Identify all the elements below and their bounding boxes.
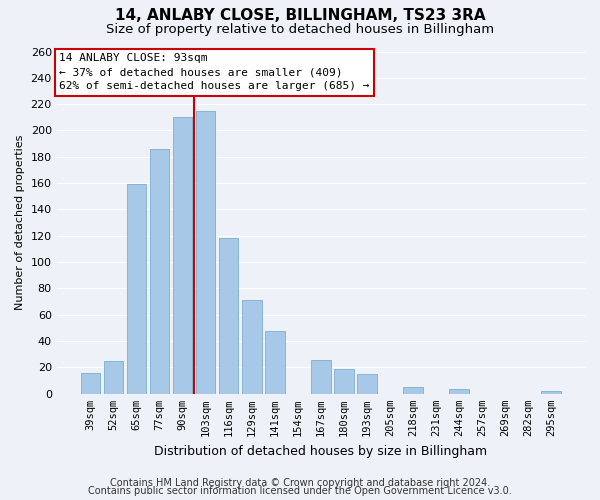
X-axis label: Distribution of detached houses by size in Billingham: Distribution of detached houses by size … bbox=[154, 444, 487, 458]
Text: 14, ANLABY CLOSE, BILLINGHAM, TS23 3RA: 14, ANLABY CLOSE, BILLINGHAM, TS23 3RA bbox=[115, 8, 485, 22]
Bar bbox=[334, 369, 353, 394]
Y-axis label: Number of detached properties: Number of detached properties bbox=[15, 135, 25, 310]
Text: Contains HM Land Registry data © Crown copyright and database right 2024.: Contains HM Land Registry data © Crown c… bbox=[110, 478, 490, 488]
Bar bbox=[150, 149, 169, 394]
Bar bbox=[357, 374, 377, 394]
Bar bbox=[173, 118, 193, 394]
Bar bbox=[242, 300, 262, 394]
Bar bbox=[449, 388, 469, 394]
Bar bbox=[311, 360, 331, 394]
Text: 14 ANLABY CLOSE: 93sqm
← 37% of detached houses are smaller (409)
62% of semi-de: 14 ANLABY CLOSE: 93sqm ← 37% of detached… bbox=[59, 53, 370, 91]
Bar bbox=[127, 184, 146, 394]
Bar bbox=[196, 110, 215, 394]
Text: Contains public sector information licensed under the Open Government Licence v3: Contains public sector information licen… bbox=[88, 486, 512, 496]
Text: Size of property relative to detached houses in Billingham: Size of property relative to detached ho… bbox=[106, 22, 494, 36]
Bar bbox=[403, 387, 423, 394]
Bar bbox=[80, 372, 100, 394]
Bar bbox=[541, 391, 561, 394]
Bar bbox=[104, 361, 123, 394]
Bar bbox=[219, 238, 238, 394]
Bar bbox=[265, 330, 284, 394]
